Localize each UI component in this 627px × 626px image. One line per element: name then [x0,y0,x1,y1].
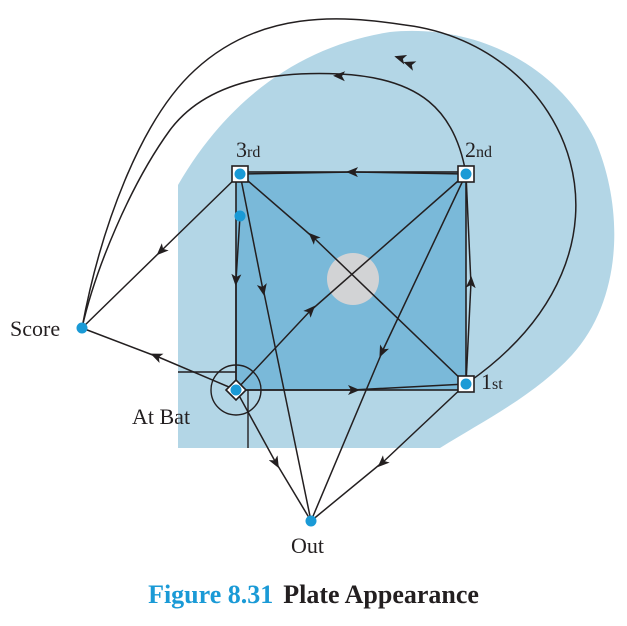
label-third: 3rd [236,137,260,162]
node-out [305,515,317,527]
node-second [460,168,472,180]
node-third [234,168,246,180]
label-second: 2nd [465,137,492,162]
pitchers-mound [327,253,379,305]
label-score: Score [10,316,60,341]
node-third-secondary [234,210,246,222]
plate-appearance-diagram: 3rd 2nd 1st Score At Bat Out [10,18,615,558]
label-at-bat: At Bat [132,404,190,429]
figure-caption: Figure 8.31 Plate Appearance [0,580,627,610]
curved-edges [81,18,577,385]
figure-title: Plate Appearance [283,580,479,609]
state-nodes [76,168,472,527]
node-first [460,378,472,390]
node-home [230,384,242,396]
label-out: Out [291,533,324,558]
arc-arrowhead [403,61,417,71]
node-score [76,322,88,334]
figure-number: Figure 8.31 [148,580,274,609]
transition-edges [81,167,476,522]
label-first: 1st [481,369,503,394]
arc-arrowhead [333,71,346,82]
